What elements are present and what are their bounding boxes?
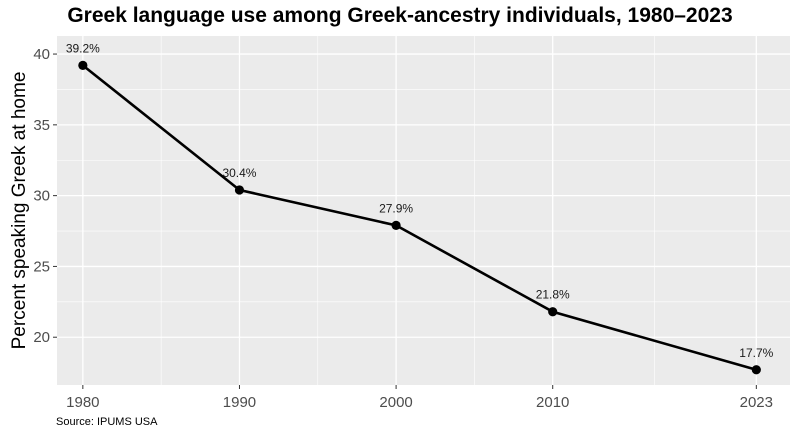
data-point (391, 220, 401, 230)
chart-title: Greek language use among Greek-ancestry … (67, 4, 733, 27)
data-points (78, 60, 761, 375)
data-label: 17.7% (739, 346, 773, 360)
y-tick-label: 20 (33, 329, 50, 346)
y-tick-label: 40 (33, 46, 50, 63)
major-gridlines (57, 36, 790, 385)
x-tick-label: 1990 (223, 394, 256, 411)
y-axis-title: Percent speaking Greek at home (9, 72, 30, 350)
data-point (751, 365, 761, 375)
plot-panel (57, 36, 790, 385)
data-label: 21.8% (536, 288, 570, 302)
data-labels: 39.2% 30.4% 27.9% 21.8% 17.7% (66, 41, 774, 359)
y-axis-ticks: 20 25 30 35 40 (33, 46, 57, 346)
chart-source: Source: IPUMS USA (56, 416, 158, 428)
x-tick-label: 1980 (66, 394, 99, 411)
data-label: 30.4% (222, 166, 256, 180)
data-label: 27.9% (379, 201, 413, 215)
minor-gridlines (57, 36, 790, 385)
data-point (78, 60, 88, 70)
y-tick-label: 25 (33, 258, 50, 275)
data-point (234, 185, 245, 195)
data-point (548, 307, 558, 317)
y-tick-label: 35 (33, 117, 50, 134)
x-tick-label: 2023 (740, 394, 773, 411)
data-label: 39.2% (66, 41, 100, 55)
x-tick-label: 2000 (379, 394, 412, 411)
x-axis-ticks: 1980 1990 2000 2010 2023 (66, 385, 773, 411)
y-tick-label: 30 (33, 188, 50, 205)
x-tick-label: 2010 (536, 394, 569, 411)
